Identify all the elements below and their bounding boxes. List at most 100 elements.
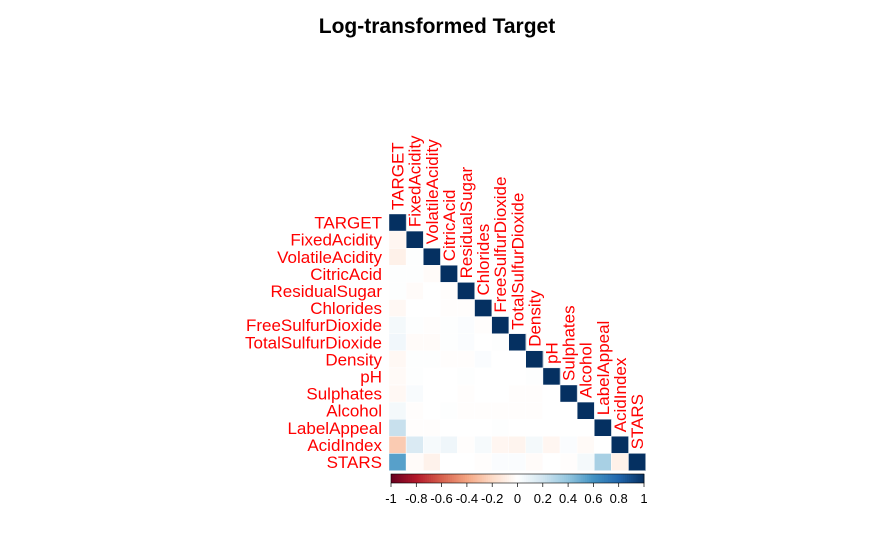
colorbar-segment (405, 474, 409, 483)
cell-Sulphates-VolatileAcidity (423, 385, 441, 403)
cell-Sulphates-Density (525, 385, 544, 403)
cell-Alcohol-pH (542, 402, 561, 420)
row-label-Chlorides: Chlorides (310, 299, 382, 318)
cell-TotalSulfurDioxide-VolatileAcidity (423, 333, 441, 352)
cell-Density-VolatileAcidity (423, 350, 441, 369)
cell-TotalSulfurDioxide-FreeSulfurDioxide (491, 333, 509, 352)
row-label-Sulphates: Sulphates (306, 385, 382, 404)
colorbar-segment (603, 474, 607, 483)
colorbar-segment (534, 474, 537, 483)
colorbar-segment (464, 474, 468, 483)
cell-LabelAppeal-TotalSulfurDioxide (508, 419, 527, 437)
colorbar-segment (536, 474, 539, 483)
colorbar-segment (407, 474, 411, 483)
cell-pH-FixedAcidity (406, 367, 424, 386)
cell-STARS-FreeSulfurDioxide (491, 453, 509, 471)
row-label-AcidIndex: AcidIndex (307, 436, 382, 455)
colorbar-segment (580, 474, 584, 483)
colorbar-segment (542, 474, 546, 483)
colorbar-segment (563, 474, 567, 483)
cell-Density-FreeSulfurDioxide (491, 350, 509, 369)
cell-TotalSulfurDioxide-CitricAcid (440, 333, 458, 352)
colorbar-segment (576, 474, 580, 483)
colorbar-segment (629, 474, 632, 483)
cell-AcidIndex-ResidualSugar (457, 436, 475, 454)
colorbar-segment (519, 474, 523, 483)
cell-AcidIndex-AcidIndex (611, 436, 629, 454)
cell-pH-ResidualSugar (457, 367, 475, 386)
colorbar-segment (589, 474, 592, 483)
colorbar-segment (496, 474, 499, 483)
cell-AcidIndex-FreeSulfurDioxide (491, 436, 509, 454)
colorbar-segment (582, 474, 586, 483)
colorbar-segment (456, 474, 459, 483)
cell-CitricAcid-TARGET (389, 265, 407, 283)
cell-TotalSulfurDioxide-FixedAcidity (406, 333, 424, 352)
colorbar-segment (477, 474, 480, 483)
column-label-Sulphates: Sulphates (560, 305, 579, 381)
cell-outline (628, 453, 646, 471)
cell-AcidIndex-FixedAcidity (406, 436, 424, 454)
colorbar-segment (494, 474, 497, 483)
column-label-TARGET: TARGET (389, 142, 408, 210)
column-label-FixedAcidity: FixedAcidity (406, 135, 425, 227)
colorbar-segment (506, 474, 510, 483)
column-label-pH: pH (542, 342, 561, 364)
cell-Chlorides-TARGET (389, 299, 407, 317)
colorbar-segment (538, 474, 542, 483)
cell-LabelAppeal-Alcohol (577, 419, 595, 437)
cell-ResidualSugar-CitricAcid (440, 282, 458, 300)
colorbar-segment (515, 474, 518, 483)
cell-Alcohol-VolatileAcidity (423, 402, 441, 420)
correlation-cells (388, 213, 646, 471)
colorbar-segment (391, 474, 394, 483)
cell-Chlorides-VolatileAcidity (423, 299, 441, 317)
cell-FreeSulfurDioxide-Chlorides (474, 316, 492, 334)
cell-Alcohol-FixedAcidity (406, 402, 424, 420)
cell-FixedAcidity-TARGET (389, 231, 407, 249)
colorbar-segment (610, 474, 613, 483)
cell-FreeSulfurDioxide-CitricAcid (440, 316, 458, 334)
cell-Alcohol-Alcohol (577, 402, 595, 420)
cell-pH-pH (542, 367, 561, 386)
colorbar-segment (418, 474, 421, 483)
cell-LabelAppeal-FreeSulfurDioxide (491, 419, 509, 437)
colorbar-segment (399, 474, 402, 483)
colorbar-segment (454, 474, 457, 483)
cell-Sulphates-pH (542, 385, 561, 403)
colorbar-segment (530, 474, 533, 483)
colorbar-tick-label: -0.6 (430, 491, 452, 506)
colorbar-segment (622, 474, 626, 483)
colorbar-segment (620, 474, 624, 483)
cell-pH-CitricAcid (440, 367, 458, 386)
cell-Density-ResidualSugar (457, 350, 475, 369)
cell-STARS-Sulphates (560, 453, 578, 471)
cell-TotalSulfurDioxide-TotalSulfurDioxide (508, 333, 527, 352)
colorbar-segment (471, 474, 474, 483)
colorbar-tick-label: 0.2 (534, 491, 552, 506)
colorbar-segment (439, 474, 442, 483)
cell-AcidIndex-LabelAppeal (594, 436, 612, 454)
cell-Alcohol-ResidualSugar (457, 402, 475, 420)
colorbar-segment (568, 474, 571, 483)
cell-CitricAcid-VolatileAcidity (423, 265, 441, 283)
row-label-FreeSulfurDioxide: FreeSulfurDioxide (246, 316, 382, 335)
colorbar-segment (414, 474, 417, 483)
colorbar-segment (435, 474, 438, 483)
colorbar-segment (631, 474, 634, 483)
cell-FreeSulfurDioxide-FixedAcidity (406, 316, 424, 334)
colorbar-segment (528, 474, 531, 483)
cell-LabelAppeal-Density (525, 419, 544, 437)
colorbar-tick-label: -0.8 (405, 491, 427, 506)
colorbar-segment (591, 474, 594, 483)
colorbar-segment (633, 474, 636, 483)
cell-LabelAppeal-Sulphates (560, 419, 578, 437)
colorbar-segment (420, 474, 424, 483)
colorbar-segment (490, 474, 493, 483)
colorbar-segment (452, 474, 455, 483)
colorbar-segment (521, 474, 525, 483)
colorbar-segment (422, 474, 426, 483)
cell-Density-Density (525, 350, 544, 369)
cell-Density-CitricAcid (440, 350, 458, 369)
